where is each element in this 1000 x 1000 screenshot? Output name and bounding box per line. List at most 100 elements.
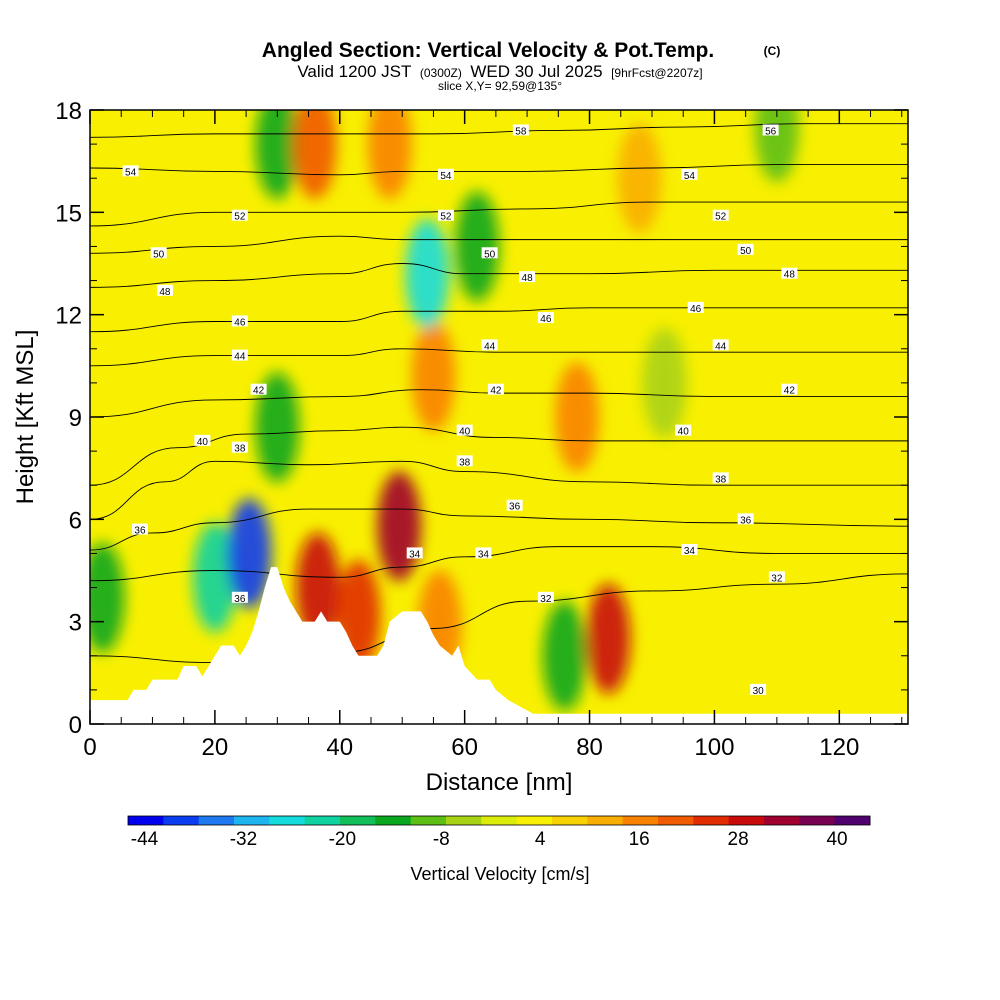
x-tick-label-3: 60 [451,734,478,761]
contour-label-38: 30 [750,683,767,697]
svg-text:44: 44 [715,341,727,352]
y-tick-label-6: 18 [55,98,82,125]
svg-text:48: 48 [159,287,171,298]
contour-52 [90,201,908,227]
contour-label-31: 44 [712,339,729,352]
colorbar-swatch-16 [693,816,730,825]
svg-text:42: 42 [490,386,502,397]
svg-text:46: 46 [234,317,246,328]
svg-text:50: 50 [740,246,752,257]
contour-56 [90,123,908,138]
colorbar-swatch-11 [516,816,553,825]
svg-text:44: 44 [234,352,246,363]
colorbar-swatch-18 [764,816,800,825]
svg-text:54: 54 [684,171,696,182]
contour-label-3: 48 [156,284,173,298]
contour-label-1: 52 [231,209,248,223]
contour-label-18: 42 [487,383,504,397]
contour-34 [90,546,908,582]
colorbar: -44 -32 -20 -8 4 16 28 40 [127,815,871,850]
velocity-cell-16 [542,600,587,711]
contour-48 [90,263,908,288]
velocity-cell-3 [255,372,300,483]
x-tick-label-6: 120 [819,734,859,761]
contour-label-17: 44 [481,339,498,352]
contour-label-12: 54 [437,168,454,182]
svg-text:44: 44 [484,341,496,352]
pot-temp-contours [90,123,908,664]
svg-text:54: 54 [440,171,452,182]
svg-text:50: 50 [153,249,165,260]
y-tick-label-3: 9 [69,405,82,432]
pot-temp-contour-labels: 54 52 50 48 46 44 42 40 38 36 36 58 54 52 50 48 46 44 42 40… [122,124,798,697]
colorbar-swatch-12 [552,816,588,825]
contour-label-6: 42 [250,383,267,397]
svg-text:40: 40 [197,437,209,448]
svg-text:32: 32 [771,573,783,584]
svg-text:52: 52 [715,212,727,223]
contour-label-37: 32 [768,571,785,584]
velocity-cell-10 [405,218,450,329]
contour-label-33: 40 [675,424,692,438]
x-tick-label-2: 40 [326,734,353,761]
colorbar-tick-label-0: -44 [131,829,159,850]
contour-36 [90,508,908,551]
colorbar-tick-label-7: 40 [826,829,847,850]
contour-label-23: 34 [475,547,492,560]
colorbar-tick-label-6: 28 [728,829,749,850]
contour-label-26: 54 [681,168,698,182]
subtitle-utc: (0300Z) [420,66,462,80]
contour-46 [90,307,908,333]
contour-label-7: 40 [194,434,211,448]
colorbar-tick-label-2: -20 [329,829,356,850]
colorbar-swatch-3 [234,816,270,825]
contour-label-9: 36 [131,523,148,537]
colorbar-swatch-20 [834,816,871,825]
velocity-cell-4 [255,110,300,200]
contour-label-4: 46 [231,315,248,328]
colorbar-swatch-17 [728,816,765,825]
colorbar-swatch-2 [198,816,235,825]
contour-label-35: 36 [737,513,754,526]
colorbar-swatch-10 [481,816,518,825]
contour-label-27: 52 [712,209,729,223]
subtitle-fcst: [9hrFcst@2207z] [611,66,703,80]
svg-text:48: 48 [522,273,534,284]
svg-text:36: 36 [134,526,146,537]
svg-text:40: 40 [459,427,471,438]
contour-label-19: 40 [456,424,473,438]
contour-label-5: 44 [231,349,248,363]
svg-text:58: 58 [515,126,527,137]
contour-42 [90,389,908,418]
contour-label-2: 50 [150,247,167,260]
chart-slice-info: slice X,Y= 92,59@135° [438,79,562,93]
contour-label-28: 50 [737,243,754,257]
colorbar-swatch-0 [128,816,164,825]
contour-label-29: 48 [781,267,798,281]
chart-title-mark: (C) [764,44,781,58]
svg-text:38: 38 [459,457,471,468]
contour-label-22: 34 [406,547,423,560]
contour-label-25: 56 [762,124,779,137]
svg-text:36: 36 [509,502,521,513]
svg-text:36: 36 [234,594,246,605]
svg-text:38: 38 [234,444,246,455]
contour-label-36: 34 [681,544,698,557]
x-tick-label-4: 80 [576,734,603,761]
svg-text:52: 52 [234,212,246,223]
contour-label-11: 58 [512,124,529,137]
colorbar-swatch-15 [658,816,694,825]
subtitle-date: WED 30 Jul 2025 [470,62,602,81]
contour-label-34: 38 [712,472,729,485]
svg-text:38: 38 [715,474,727,485]
y-tick-label-2: 6 [69,507,82,534]
velocity-cell-15 [586,583,631,694]
colorbar-swatch-8 [410,816,447,825]
y-tick-label-4: 12 [55,303,82,330]
contour-label-16: 46 [537,312,554,325]
svg-text:52: 52 [440,212,452,223]
colorbar-tick-label-4: 4 [535,829,546,850]
colorbar-swatch-6 [340,816,376,825]
contour-38 [90,460,908,520]
